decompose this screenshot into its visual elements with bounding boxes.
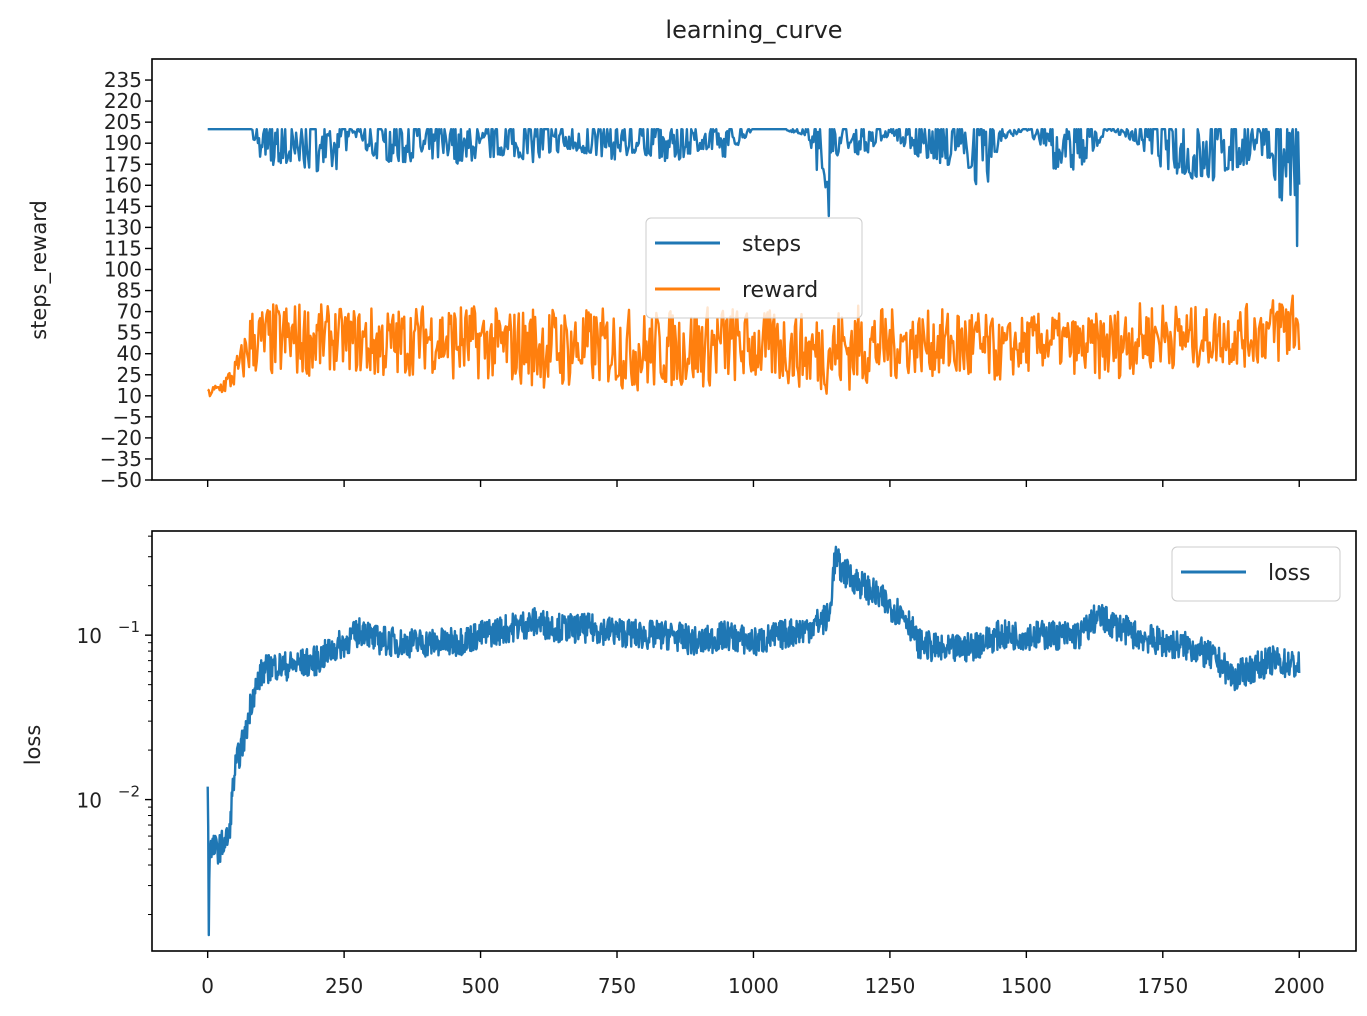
y-tick-label: 85 (117, 279, 142, 303)
y-tick-exponent: −2 (118, 783, 140, 801)
y-tick-label: 10 (117, 384, 142, 408)
y-tick-label: 40 (117, 342, 142, 366)
top-y-ticks: 2352202051901751601451301151008570554025… (100, 68, 152, 492)
steps-legend-label: steps (742, 232, 801, 257)
x-tick-label: 1500 (1001, 974, 1052, 998)
y-tick-label: 145 (104, 194, 142, 218)
x-tick-label: 1750 (1137, 974, 1188, 998)
y-tick-label: 205 (104, 110, 142, 134)
top-y-axis-label: steps_reward (27, 200, 52, 340)
y-tick-label: 55 (117, 321, 142, 345)
steps-line (207, 127, 1301, 248)
top-x-ticks (206, 480, 1300, 487)
y-tick-label: 175 (104, 152, 142, 176)
x-tick-label: 250 (325, 974, 363, 998)
y-tick-label: 130 (104, 215, 142, 239)
bottom-legend: loss (1171, 546, 1341, 602)
y-tick-label: 10 (77, 789, 102, 813)
y-tick-label: 100 (104, 258, 142, 282)
x-tick-label: 1250 (864, 974, 915, 998)
y-tick-label: 190 (104, 131, 142, 155)
x-tick-label: 0 (201, 974, 214, 998)
loss-plot-area (206, 545, 1301, 937)
steps-reward-plot-area (207, 127, 1301, 398)
steps-reward-axes: 2352202051901751601451301151008570554025… (27, 58, 1357, 492)
y-tick-label: 160 (104, 173, 142, 197)
loss-axes: 10−110−2 0 250 500 750 1000 1250 1500 1750 2000 … (21, 530, 1357, 998)
y-tick-label: 115 (104, 236, 142, 260)
top-legend: steps reward (645, 217, 863, 319)
bottom-y-ticks: 10 −1 10 −2 (77, 535, 152, 916)
y-tick-label: 70 (117, 300, 142, 324)
bottom-x-ticks: 0 250 500 750 1000 1250 1500 1750 2000 (201, 951, 1325, 998)
y-tick-label: −20 (100, 426, 142, 450)
loss-legend-label: loss (1268, 561, 1311, 586)
x-tick-label: 500 (461, 974, 499, 998)
y-tick-label: 10 (77, 624, 102, 648)
y-tick-exponent: −1 (118, 618, 140, 636)
x-tick-label: 2000 (1274, 974, 1325, 998)
bottom-y-axis-label: loss (21, 725, 45, 766)
loss-line (206, 545, 1301, 937)
y-tick-label: 220 (104, 89, 142, 113)
y-tick-label: −50 (100, 468, 142, 492)
reward-legend-label: reward (742, 278, 818, 303)
bottom-legend-box (1171, 546, 1341, 602)
x-tick-label: 750 (598, 974, 636, 998)
y-tick-label: 25 (117, 363, 142, 387)
y-tick-label: −5 (113, 405, 142, 429)
y-tick-label: −35 (100, 447, 142, 471)
reward-line (207, 294, 1301, 398)
chart-title: learning_curve (665, 16, 842, 44)
x-tick-label: 1000 (728, 974, 779, 998)
y-tick-label: 235 (104, 68, 142, 92)
